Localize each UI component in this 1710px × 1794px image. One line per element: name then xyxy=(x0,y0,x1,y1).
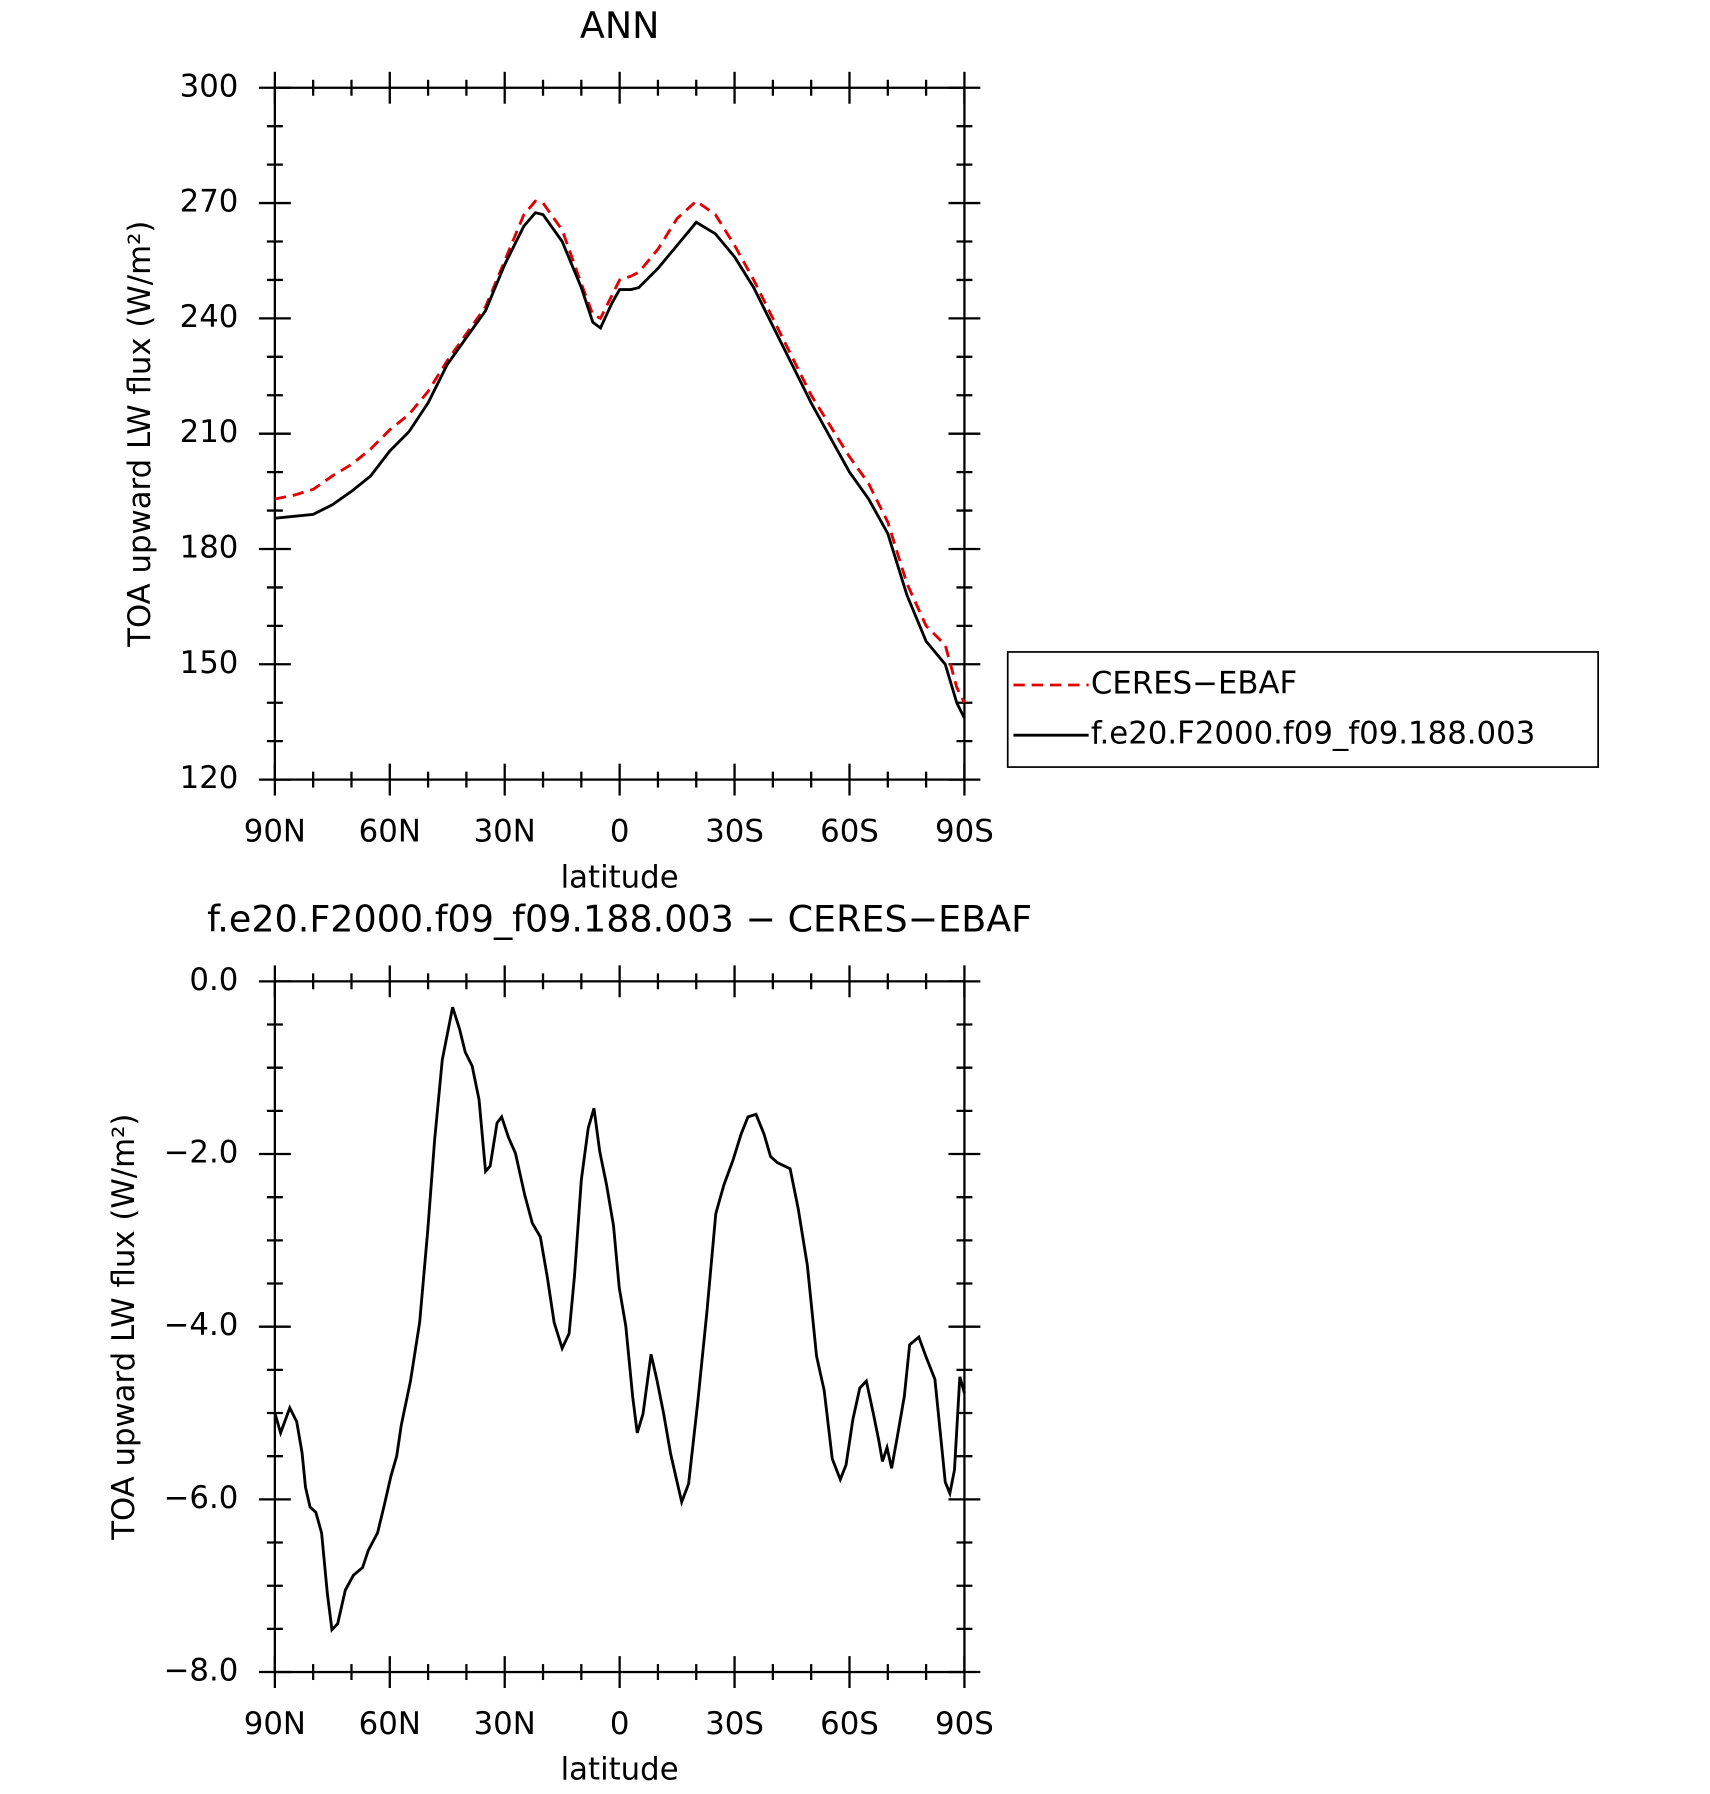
x-tick-label: 0 xyxy=(610,1706,630,1742)
x-tick-label: 0 xyxy=(610,814,630,850)
x-tick-label: 30S xyxy=(705,814,764,850)
x-tick-label: 90N xyxy=(244,1706,306,1742)
y-tick-label: 180 xyxy=(180,529,239,565)
x-tick-label: 90N xyxy=(244,814,306,850)
x-tick-label: 30N xyxy=(474,1706,536,1742)
y-tick-label: −2.0 xyxy=(164,1135,239,1171)
legend-label: f.e20.F2000.f09_f09.188.003 xyxy=(1091,716,1535,752)
y-tick-label: 0.0 xyxy=(189,962,238,998)
chart-title: f.e20.F2000.f09_f09.188.003 − CERES−EBAF xyxy=(207,897,1032,940)
legend-box xyxy=(1006,651,1599,768)
legend-label: CERES−EBAF xyxy=(1091,666,1297,702)
y-tick-label: −8.0 xyxy=(164,1653,239,1689)
x-tick-label: 60S xyxy=(820,814,879,850)
y-tick-label: 120 xyxy=(180,760,239,796)
y-axis-label: TOA upward LW flux (W/m²) xyxy=(106,1114,142,1541)
plot-frame xyxy=(273,86,966,781)
plot-frame xyxy=(273,980,966,1674)
x-tick-label: 90S xyxy=(935,1706,994,1742)
y-tick-label: 210 xyxy=(180,414,239,450)
y-tick-label: −4.0 xyxy=(164,1307,239,1343)
x-axis-label: latitude xyxy=(561,859,679,895)
x-tick-label: 30S xyxy=(705,1706,764,1742)
x-axis-label: latitude xyxy=(561,1752,679,1788)
x-tick-label: 90S xyxy=(935,814,994,850)
y-tick-label: 240 xyxy=(180,299,239,335)
y-tick-label: −6.0 xyxy=(164,1480,239,1516)
data-line xyxy=(274,211,966,719)
chart-title: ANN xyxy=(580,4,660,47)
y-tick-label: 150 xyxy=(180,645,239,681)
x-tick-label: 60N xyxy=(359,1706,421,1742)
data-line xyxy=(273,1006,966,1633)
x-tick-label: 60S xyxy=(820,1706,879,1742)
x-tick-label: 60N xyxy=(359,814,421,850)
y-tick-label: 300 xyxy=(180,68,239,104)
x-tick-label: 30N xyxy=(474,814,536,850)
y-axis-label: TOA upward LW flux (W/m²) xyxy=(122,221,158,648)
y-tick-label: 270 xyxy=(180,184,239,220)
data-line xyxy=(274,199,966,704)
